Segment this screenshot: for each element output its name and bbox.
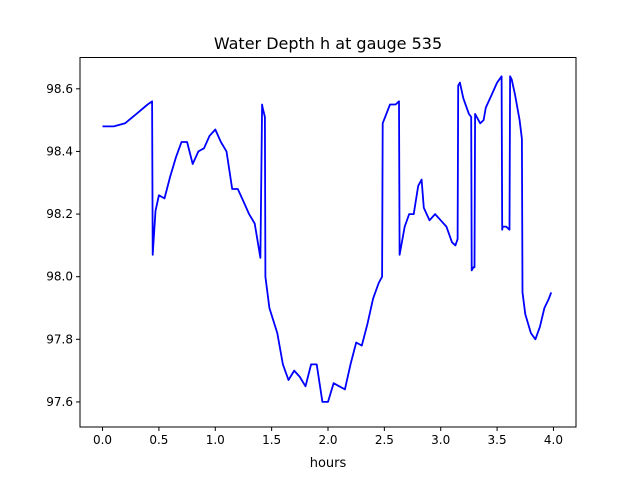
- x-tick-label: 1.5: [262, 433, 281, 447]
- x-tick-label: 3.0: [431, 433, 450, 447]
- chart-title: Water Depth h at gauge 535: [214, 34, 442, 53]
- series-line-0: [102, 75, 553, 403]
- x-tick-label: 2.5: [375, 433, 394, 447]
- x-tick-label: 0.5: [149, 433, 168, 447]
- y-tick-label: 98.4: [46, 144, 73, 158]
- x-tick-label: 1.0: [206, 433, 225, 447]
- x-axis-label: hours: [310, 456, 347, 471]
- x-tick-label: 4.0: [544, 433, 563, 447]
- x-tick-label: 0.0: [93, 433, 112, 447]
- plot-frame: [79, 57, 577, 428]
- x-tick-label: 3.5: [488, 433, 507, 447]
- y-tick-label: 98.2: [46, 207, 73, 221]
- series-layer: [102, 75, 553, 403]
- x-axis-ticks: 0.0 0.5 1.0 1.5 2.0 2.5 3.0 3.5 4.0: [93, 427, 563, 447]
- y-tick-label: 98.6: [46, 82, 73, 96]
- y-tick-label: 97.6: [46, 395, 73, 409]
- y-axis-ticks: 97.6 97.8 98.0 98.2 98.4 98.6: [46, 82, 80, 409]
- y-tick-label: 98.0: [46, 270, 73, 284]
- x-tick-label: 2.0: [318, 433, 337, 447]
- y-tick-label: 97.8: [46, 332, 73, 346]
